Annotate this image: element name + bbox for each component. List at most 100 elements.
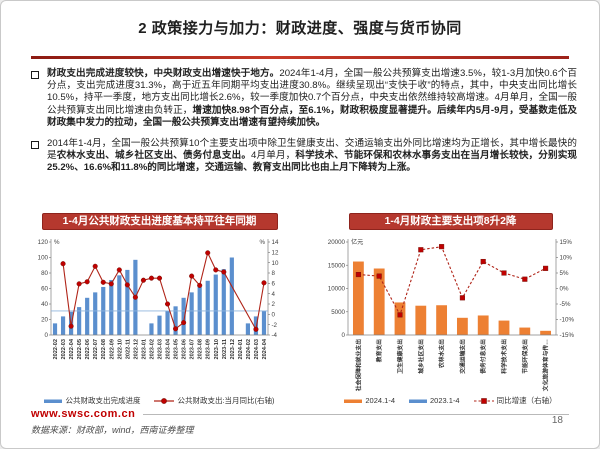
svg-text:农林水支出: 农林水支出 (438, 339, 446, 369)
major-expenditure-items-chart: 0 5000 10000 15000 20000 -15% -10% -5% 0% 5% 10% 15… (328, 238, 575, 392)
svg-text:8: 8 (272, 270, 276, 277)
svg-text:教育支出: 教育支出 (375, 339, 383, 362)
chart-left-legend: 公共财政支出完成进度 公共财政支出:当月同比(右轴) (27, 395, 292, 406)
svg-text:科学技术支出: 科学技术支出 (500, 339, 508, 374)
svg-text:0%: 0% (560, 286, 569, 293)
svg-text:2023-07: 2023-07 (190, 339, 196, 360)
svg-text:120: 120 (38, 239, 49, 246)
svg-text:5%: 5% (560, 270, 569, 277)
svg-text:40: 40 (41, 301, 48, 308)
svg-text:城乡社区支出: 城乡社区支出 (417, 339, 425, 374)
svg-text:4: 4 (272, 291, 276, 298)
svg-text:2023-04: 2023-04 (166, 338, 172, 359)
svg-text:0: 0 (272, 312, 276, 319)
bar-swatch-icon (344, 399, 363, 403)
paragraph-text-2: 2014年1-4月，全国一般公共预算10个主要支出项中除卫生健康支出、交通运输支… (47, 138, 578, 174)
svg-text:14: 14 (272, 239, 279, 246)
legend-item-growth: 同比增速（右轴） (473, 395, 557, 406)
svg-text:20000: 20000 (328, 239, 346, 246)
footer: www.swsc.com.cn (31, 408, 569, 420)
legend-label: 公共财政支出完成进度 (65, 396, 141, 405)
svg-text:2024-04: 2024-04 (262, 338, 268, 359)
svg-text:0: 0 (45, 332, 49, 339)
svg-text:-15%: -15% (560, 332, 575, 339)
svg-text:15000: 15000 (328, 262, 346, 269)
svg-text:%: % (259, 239, 265, 246)
svg-text:2022-07: 2022-07 (93, 339, 99, 360)
svg-text:亿元: 亿元 (351, 238, 363, 246)
company-url-link[interactable]: www.swsc.com.cn (31, 408, 136, 420)
svg-text:文化旅游体育与传…: 文化旅游体育与传… (542, 339, 550, 391)
svg-text:10000: 10000 (328, 286, 346, 293)
bullet-square-icon (31, 71, 39, 79)
legend-label: 同比增速（右轴） (496, 396, 557, 405)
legend-item-yoy: 公共财政支出:当月同比(右轴) (154, 395, 275, 406)
bullet-paragraph-1: 财政支出完成进度较快，中央财政支出增速快于地方。2024年1-4月，全国一般公共… (31, 68, 577, 129)
svg-text:12: 12 (272, 250, 279, 257)
svg-text:卫生健康支出: 卫生健康支出 (396, 339, 404, 374)
svg-text:20: 20 (41, 317, 48, 324)
page-number: 18 (551, 415, 563, 426)
svg-text:100: 100 (38, 255, 49, 262)
footer-divider (143, 413, 569, 415)
svg-text:80: 80 (41, 270, 48, 277)
svg-text:2022-11: 2022-11 (125, 339, 131, 359)
paragraph-text-1: 财政支出完成进度较快，中央财政支出增速快于地方。2024年1-4月，全国一般公共… (47, 68, 578, 128)
svg-text:2022-04: 2022-04 (69, 338, 75, 359)
svg-text:2022-08: 2022-08 (101, 339, 107, 360)
line-circle-swatch-icon (154, 397, 175, 404)
svg-text:2023-12: 2023-12 (230, 339, 236, 360)
svg-text:2023-05: 2023-05 (174, 339, 180, 360)
svg-text:-10%: -10% (560, 317, 575, 324)
svg-text:6: 6 (272, 281, 276, 288)
chart-right-legend: 2024.1-4 2023.1-4 同比增速（右轴） (318, 395, 583, 406)
svg-text:15%: 15% (560, 239, 573, 246)
svg-text:社会保障和就业支出: 社会保障和就业支出 (354, 339, 362, 392)
data-source-note: 数据来源：财政部，wind，西南证券整理 (31, 425, 194, 435)
svg-text:2023-09: 2023-09 (206, 339, 212, 360)
svg-text:-5%: -5% (560, 301, 572, 308)
svg-text:-4: -4 (272, 332, 278, 339)
svg-text:2022-09: 2022-09 (109, 339, 115, 360)
svg-text:5000: 5000 (331, 309, 345, 316)
svg-text:%: % (54, 239, 60, 246)
chart-left-title: 1-4月公共财政支出进度基本持平往年同期 (41, 213, 278, 230)
page-title: 2 政策接力与加力：财政进度、强度与货币协同 (138, 20, 462, 37)
svg-text:2022-12: 2022-12 (133, 339, 139, 360)
svg-text:2022-02: 2022-02 (53, 339, 59, 360)
legend-item-2023: 2023.1-4 (409, 396, 460, 405)
svg-text:2024-01: 2024-01 (238, 339, 244, 360)
svg-text:2023-02: 2023-02 (149, 339, 155, 360)
svg-text:2023-06: 2023-06 (182, 339, 188, 360)
svg-text:2023-11: 2023-11 (222, 339, 228, 359)
svg-text:0: 0 (342, 332, 346, 339)
svg-text:2022-10: 2022-10 (117, 339, 123, 360)
svg-text:-2: -2 (272, 322, 278, 329)
svg-text:2024-02: 2024-02 (246, 339, 252, 360)
svg-text:2022-06: 2022-06 (85, 339, 91, 360)
svg-text:节能环保支出: 节能环保支出 (521, 339, 529, 374)
body-text: 财政支出完成进度较快，中央财政支出增速快于地方。2024年1-4月，全国一般公共… (31, 68, 577, 184)
svg-text:交通运输支出: 交通运输支出 (458, 339, 466, 374)
svg-text:60: 60 (41, 286, 48, 293)
bar-swatch-icon (44, 399, 63, 403)
title-underline (31, 56, 569, 59)
dash-square-swatch-icon (473, 397, 494, 404)
svg-text:10%: 10% (560, 255, 573, 262)
svg-text:10: 10 (272, 260, 279, 267)
bar-swatch-icon (409, 399, 427, 403)
chart-left-column: 1-4月公共财政支出进度基本持平往年同期 0 20 40 60 80 100 120 -4 -2… (27, 213, 292, 406)
svg-text:2022-05: 2022-05 (77, 339, 83, 360)
svg-text:2023-08: 2023-08 (198, 339, 204, 360)
chart-right-title: 1-4月财政主要支出项8升2降 (348, 213, 553, 230)
legend-label: 2023.1-4 (430, 396, 460, 405)
legend-item-2024: 2024.1-4 (344, 396, 395, 405)
bullet-square-icon (31, 141, 39, 150)
svg-text:2022-03: 2022-03 (61, 339, 67, 360)
bullet-paragraph-2: 2014年1-4月，全国一般公共预算10个主要支出项中除卫生健康支出、交通运输支… (31, 138, 577, 175)
legend-item-progress: 公共财政支出完成进度 (44, 395, 140, 406)
legend-label: 公共财政支出:当月同比(右轴) (177, 396, 275, 405)
legend-label: 2024.1-4 (365, 396, 395, 405)
